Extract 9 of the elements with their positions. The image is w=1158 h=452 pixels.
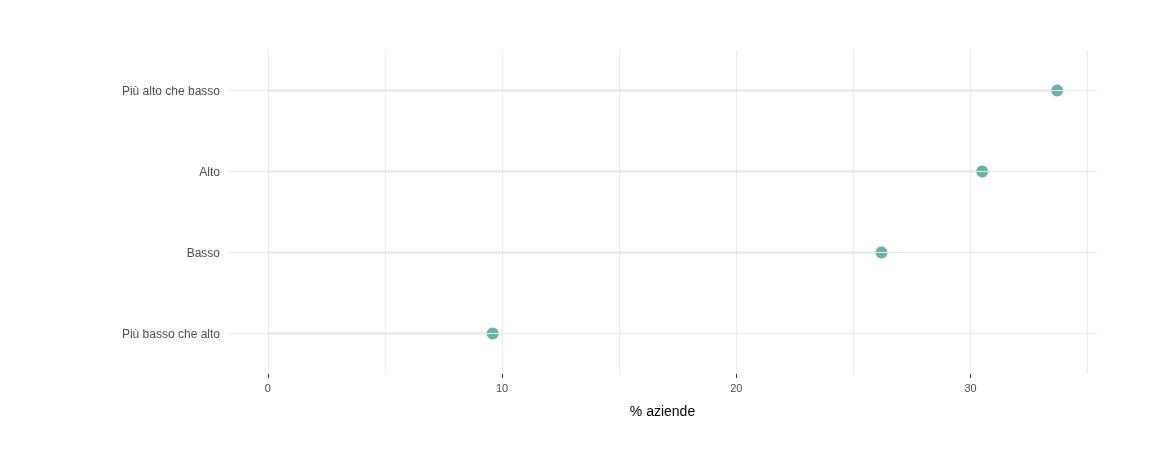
y-tick-label: Più alto che basso — [121, 83, 221, 98]
x-axis-title: % aziende — [629, 403, 696, 419]
x-tick-label: 30 — [964, 381, 977, 394]
y-tick-label: Più basso che alto — [121, 326, 221, 341]
x-tick-label: 20 — [730, 381, 743, 394]
x-tick-label: 0 — [264, 381, 271, 394]
y-tick-label: Basso — [186, 245, 221, 260]
y-tick-label: Alto — [199, 164, 221, 179]
x-tick-label: 10 — [495, 381, 509, 394]
